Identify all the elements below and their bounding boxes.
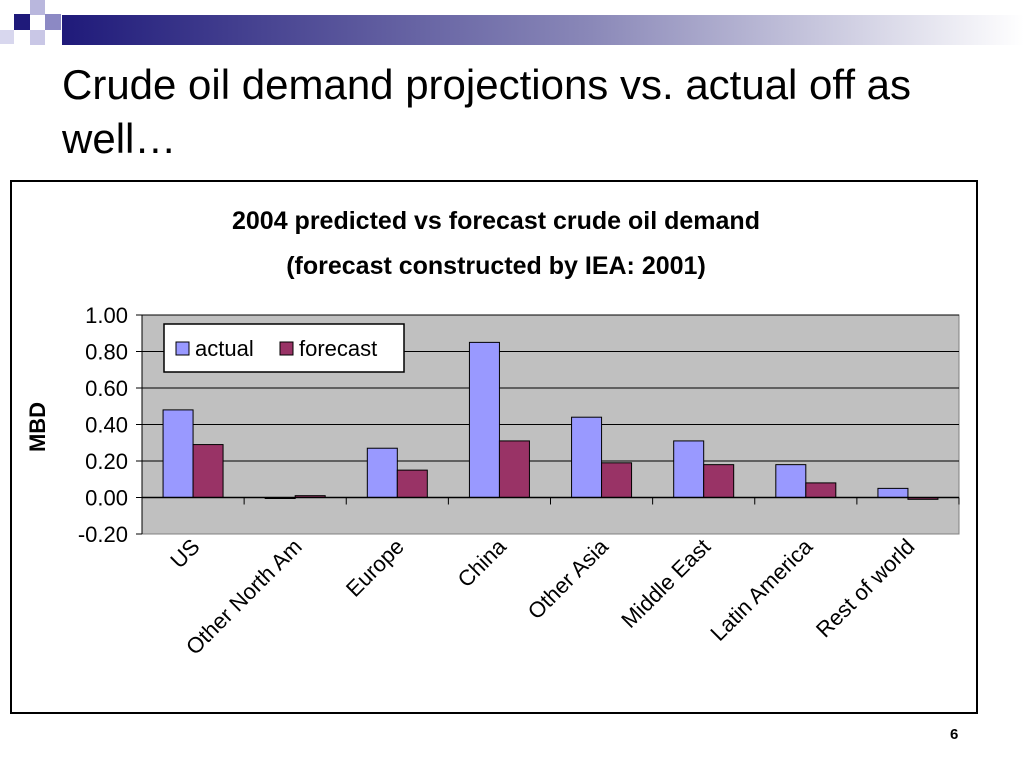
y-tick-label: 1.00 — [85, 303, 128, 328]
bar-forecast — [498, 440, 530, 498]
y-tick-label: 0.00 — [85, 486, 128, 511]
legend-swatch-actual — [175, 341, 190, 356]
deco-square — [0, 30, 14, 44]
deco-square — [30, 30, 45, 45]
deco-square — [14, 14, 30, 30]
x-tick-label: Other Asia — [523, 533, 614, 624]
bar-actual — [468, 341, 500, 498]
chart-frame: 2004 predicted vs forecast crude oil dem… — [10, 180, 978, 714]
bar-forecast — [703, 464, 735, 498]
axes — [136, 314, 960, 535]
bar-actual — [366, 447, 398, 499]
legend-label-actual: actual — [195, 336, 254, 361]
chart-subtitle: (forecast constructed by IEA: 2001) — [286, 252, 706, 280]
y-tick-label: -0.20 — [78, 522, 128, 547]
y-tick-label: 0.20 — [85, 449, 128, 474]
y-tick-labels: 1.00 0.80 0.60 0.40 0.20 0.00 -0.20 — [78, 303, 128, 547]
x-tick-label: Latin America — [705, 533, 817, 645]
bar-actual — [673, 440, 705, 498]
chart-title: 2004 predicted vs forecast crude oil dem… — [232, 207, 760, 235]
title-decoration — [0, 0, 1024, 45]
legend-swatch-forecast — [279, 341, 294, 356]
legend-label-forecast: forecast — [299, 336, 377, 361]
x-tick-label: Rest of world — [811, 534, 919, 642]
y-axis-label: MBD — [25, 402, 50, 452]
y-tick-label: 0.80 — [85, 340, 128, 365]
legend: actual forecast — [163, 323, 405, 373]
slide-title: Crude oil demand projections vs. actual … — [62, 61, 912, 162]
y-tick-label: 0.40 — [85, 413, 128, 438]
x-tick-label: Europe — [341, 534, 409, 602]
bar-forecast — [601, 462, 633, 499]
bars — [162, 341, 939, 500]
bar-actual — [162, 409, 194, 498]
bar-forecast — [192, 444, 224, 499]
bar-chart: 2004 predicted vs forecast crude oil dem… — [25, 207, 960, 660]
deco-square — [30, 0, 45, 15]
deco-gradient-bar — [62, 15, 1024, 45]
y-tick-label: 0.60 — [85, 376, 128, 401]
x-tick-label: China — [453, 533, 512, 592]
bar-actual — [571, 416, 603, 498]
bar-actual — [775, 464, 807, 498]
x-tick-label: Middle East — [616, 534, 715, 633]
deco-square — [45, 14, 61, 30]
bar-actual — [877, 487, 909, 498]
page-number: 6 — [950, 726, 959, 743]
x-tick-label: US — [165, 534, 204, 573]
bar-forecast — [805, 482, 837, 498]
bar-forecast — [396, 469, 428, 498]
